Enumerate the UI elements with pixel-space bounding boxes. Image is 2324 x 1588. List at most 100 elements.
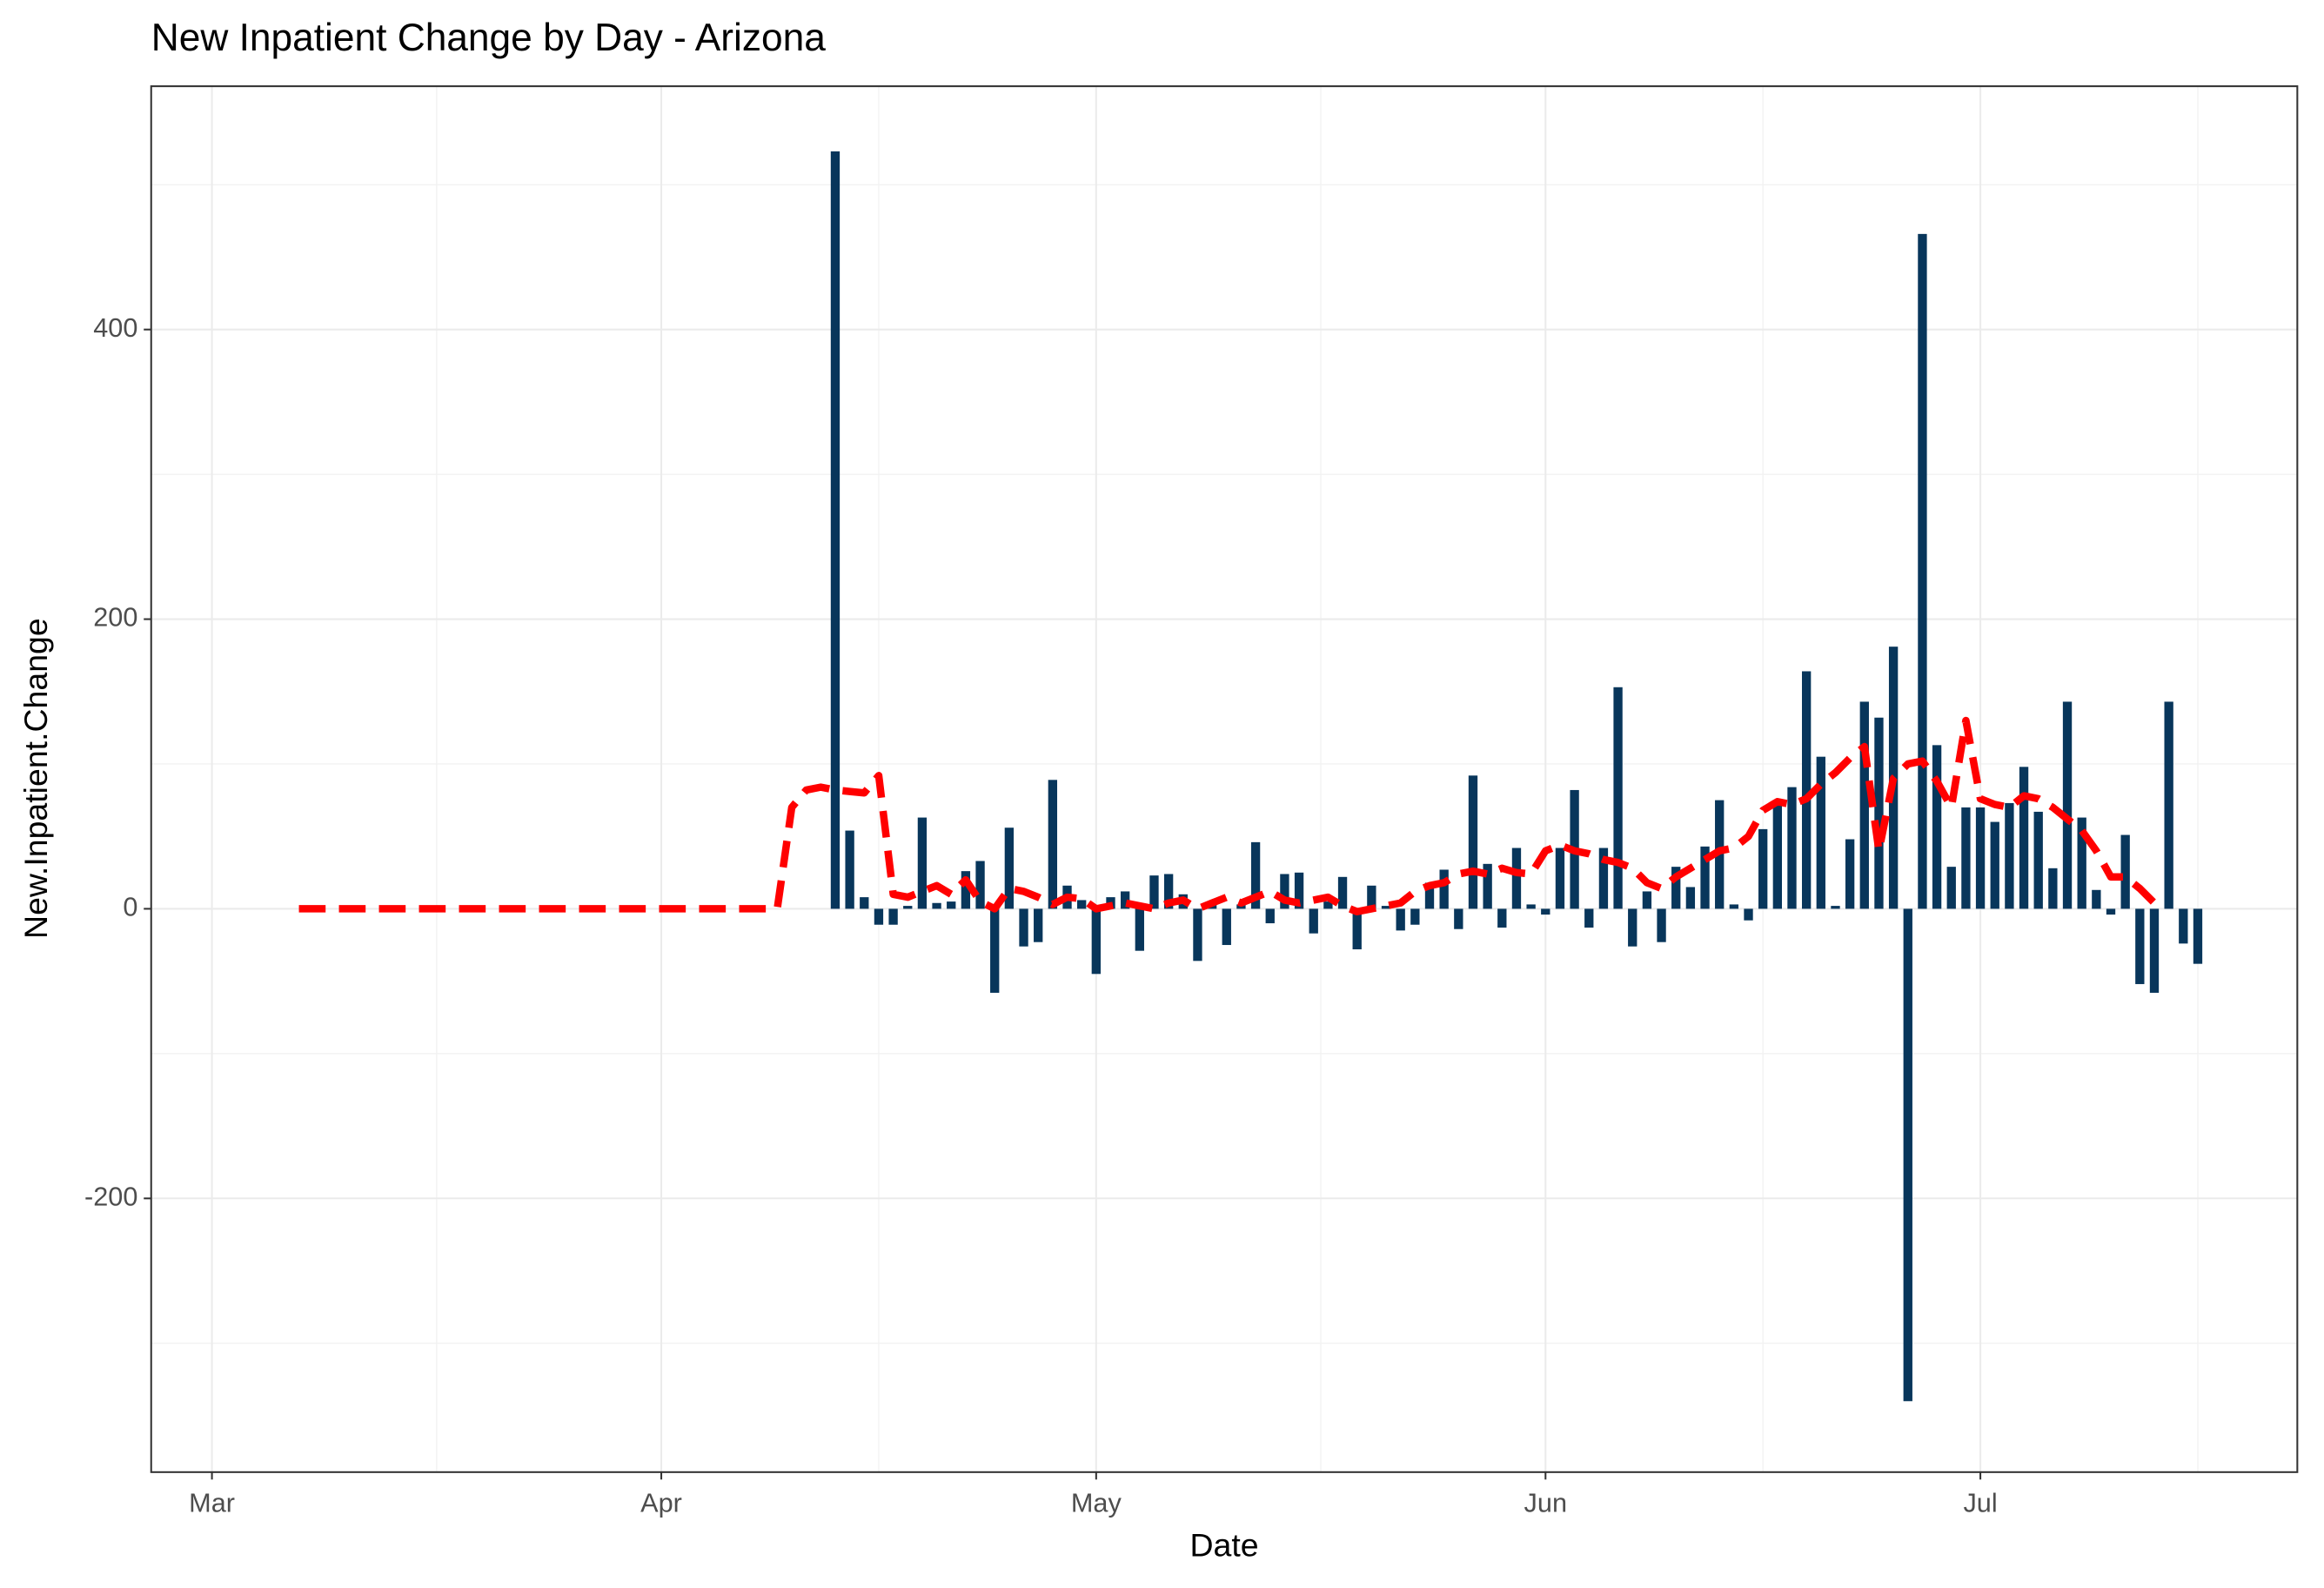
bar xyxy=(1222,908,1231,946)
bar xyxy=(1034,908,1043,942)
bar xyxy=(1816,756,1825,909)
bar xyxy=(1149,875,1159,909)
bar xyxy=(1526,904,1536,909)
bar xyxy=(1468,775,1478,909)
bar xyxy=(1091,908,1101,975)
bar xyxy=(1831,906,1840,909)
bar xyxy=(1729,904,1739,909)
bar xyxy=(2164,701,2173,909)
bar xyxy=(903,906,913,909)
bar xyxy=(1410,908,1420,925)
bar xyxy=(1381,906,1391,909)
bar xyxy=(1932,745,1942,909)
bar xyxy=(1744,908,1753,921)
bar xyxy=(975,861,985,909)
bar xyxy=(1555,848,1565,909)
bar xyxy=(1598,848,1609,909)
bar xyxy=(2033,811,2043,909)
y-tick-label: 0 xyxy=(123,893,137,922)
bar xyxy=(1309,908,1318,934)
bar xyxy=(2193,908,2203,964)
bar xyxy=(830,151,841,909)
bar xyxy=(1135,908,1144,951)
bar xyxy=(1801,671,1812,909)
chart-title: New Inpatient Change by Day - Arizona xyxy=(151,17,826,59)
bar xyxy=(1874,717,1884,909)
bar xyxy=(1541,908,1550,915)
bar xyxy=(1946,867,1956,909)
bar xyxy=(1048,780,1058,909)
bar xyxy=(2179,908,2188,944)
bar xyxy=(2062,701,2073,909)
bar xyxy=(1990,821,1999,909)
bar xyxy=(1193,908,1202,962)
bar xyxy=(1845,839,1855,909)
axes: -200 0 200 400 Mar Apr May Jun Jul xyxy=(84,313,1998,1518)
bar xyxy=(2019,767,2029,909)
y-tick-label: 400 xyxy=(93,313,137,343)
bar xyxy=(1265,908,1275,924)
bar xyxy=(888,908,898,925)
bar xyxy=(932,902,941,909)
x-axis-label: Date xyxy=(1189,1527,1258,1564)
bar xyxy=(1367,885,1376,909)
bar xyxy=(1004,828,1015,909)
bar xyxy=(1077,900,1087,909)
y-tick-label: 200 xyxy=(93,603,137,633)
bar xyxy=(1918,233,1927,909)
bar xyxy=(1859,701,1869,909)
bar xyxy=(1961,807,1971,909)
bar xyxy=(1700,846,1710,909)
y-tick-label: -200 xyxy=(84,1182,137,1211)
bar xyxy=(2048,868,2058,909)
bar xyxy=(1250,841,1261,909)
bar xyxy=(1424,882,1435,909)
bar xyxy=(1497,908,1507,928)
bar xyxy=(1671,867,1681,909)
bar xyxy=(947,901,956,909)
bar xyxy=(1337,876,1348,909)
bar xyxy=(1685,887,1696,909)
bar xyxy=(1280,874,1289,909)
x-tick-label: Mar xyxy=(189,1488,235,1518)
bar xyxy=(874,908,884,925)
bar xyxy=(1323,901,1333,909)
bar xyxy=(2106,908,2116,915)
bar xyxy=(2135,908,2145,984)
bar xyxy=(1352,908,1362,950)
bar xyxy=(1613,687,1623,909)
x-tick-label: Jul xyxy=(1963,1488,1997,1518)
bar xyxy=(1454,908,1463,929)
bar xyxy=(961,871,971,909)
bar xyxy=(1975,807,1986,909)
bar xyxy=(1628,908,1638,947)
bar xyxy=(1120,891,1130,909)
bar xyxy=(2120,834,2130,909)
y-axis-label: New.Inpatient.Change xyxy=(17,618,54,939)
bar xyxy=(1903,908,1912,1402)
bar xyxy=(1019,908,1028,947)
moving-average-line xyxy=(298,716,2157,916)
bar xyxy=(2092,889,2101,909)
bar xyxy=(1439,869,1449,909)
bar xyxy=(1772,804,1783,909)
bar xyxy=(1758,828,1768,909)
x-tick-label: May xyxy=(1071,1488,1122,1518)
bar xyxy=(990,908,1000,993)
bar xyxy=(2149,908,2160,993)
bar xyxy=(1642,891,1652,909)
x-tick-label: Apr xyxy=(640,1488,682,1518)
bar xyxy=(845,830,854,909)
bar xyxy=(1396,908,1405,931)
bar xyxy=(2077,817,2086,909)
bar xyxy=(1584,908,1594,928)
bar xyxy=(917,817,928,909)
bar xyxy=(860,897,869,909)
bar xyxy=(1657,908,1666,942)
bar xyxy=(2005,802,2014,909)
marks xyxy=(298,151,2203,1402)
bar xyxy=(1787,787,1797,909)
